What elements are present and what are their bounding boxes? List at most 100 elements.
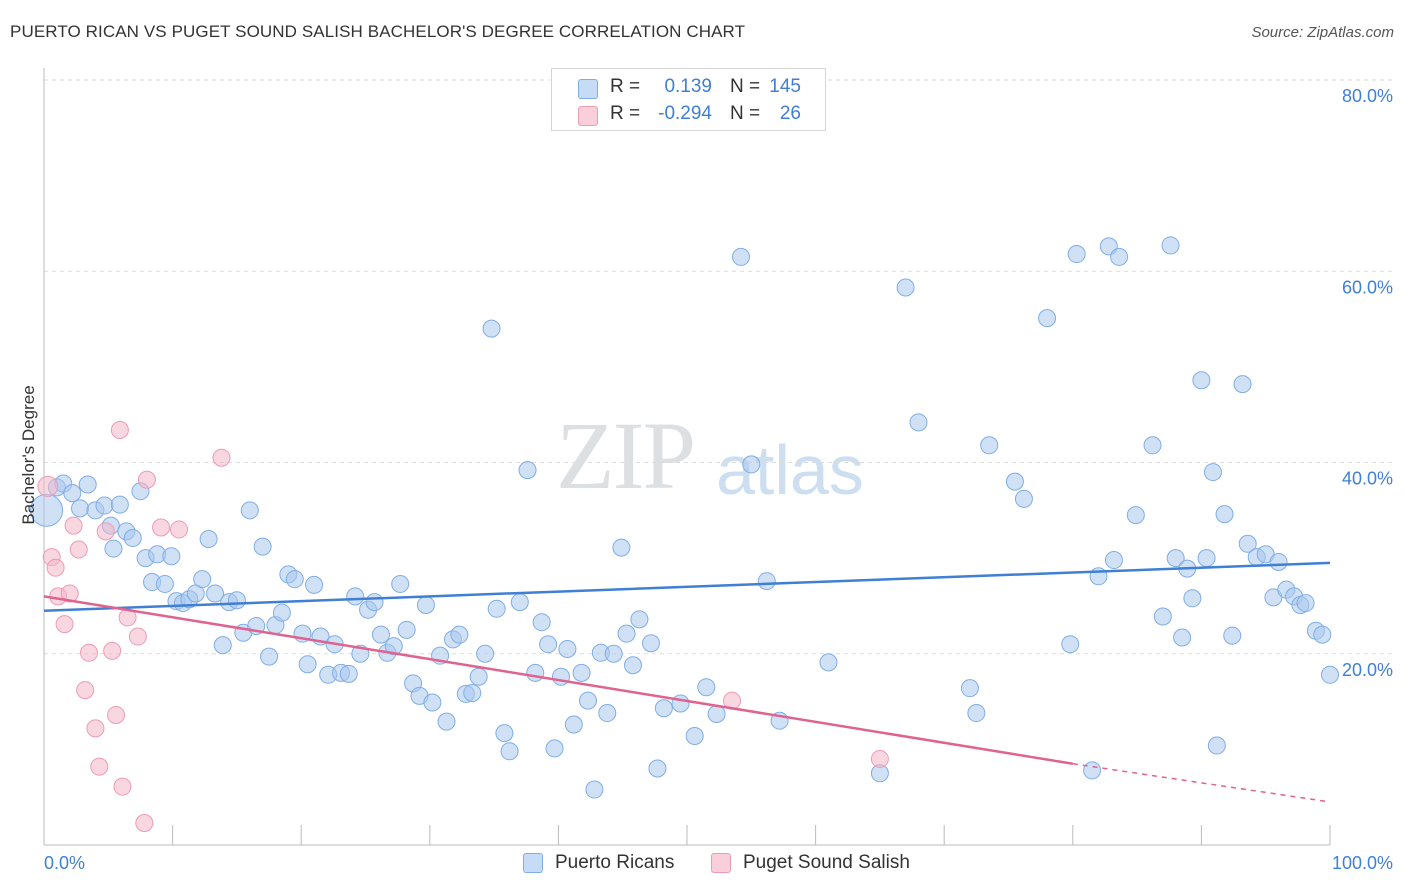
puget-sound-salish-point bbox=[152, 518, 171, 537]
series-puerto-ricans bbox=[30, 236, 1339, 799]
puget-sound-salish-point bbox=[55, 615, 74, 634]
puerto-rican-point bbox=[397, 620, 416, 639]
puerto-rican-point bbox=[384, 637, 403, 656]
y-tick-label: 40.0% bbox=[1342, 469, 1393, 489]
puerto-rican-point bbox=[697, 678, 716, 697]
puerto-rican-point bbox=[510, 593, 529, 612]
puerto-rican-point bbox=[1207, 736, 1226, 755]
puerto-rican-point bbox=[1126, 506, 1145, 525]
y-axis-label: Bachelor's Degree bbox=[19, 385, 38, 524]
puget-sound-salish-point bbox=[90, 757, 109, 776]
puerto-rican-point bbox=[285, 570, 304, 589]
puget-sound-salish-point bbox=[46, 558, 65, 577]
puget-sound-salish-point bbox=[96, 522, 115, 541]
puerto-rican-point bbox=[365, 593, 384, 612]
puget-sound-salish-point bbox=[113, 777, 132, 796]
source-label: Source: ZipAtlas.com bbox=[1251, 24, 1394, 41]
puerto-rican-point bbox=[469, 667, 488, 686]
series-puget-sound-salish bbox=[37, 420, 889, 833]
trend-line-extension bbox=[1072, 762, 1331, 803]
puget-sound-salish-point bbox=[69, 540, 88, 559]
puerto-rican-point bbox=[199, 530, 218, 548]
legend-r-label: R = bbox=[610, 76, 641, 97]
puerto-rican-point bbox=[630, 610, 649, 629]
puerto-rican-point bbox=[1083, 761, 1102, 780]
puerto-rican-point bbox=[742, 455, 761, 474]
puerto-rican-point bbox=[391, 574, 410, 593]
puerto-rican-point bbox=[1005, 472, 1024, 491]
legend-r-label: R = bbox=[610, 103, 641, 124]
puerto-rican-point bbox=[162, 547, 181, 566]
legend-n-value: 145 bbox=[769, 76, 801, 97]
puerto-rican-point bbox=[545, 739, 564, 758]
puerto-rican-point bbox=[648, 759, 667, 778]
puerto-rican-point bbox=[572, 663, 591, 682]
puerto-rican-point bbox=[227, 591, 246, 610]
puerto-rican-point bbox=[260, 647, 279, 666]
puget-sound-salish-point bbox=[137, 470, 156, 489]
puerto-rican-point bbox=[482, 319, 501, 338]
puerto-rican-point bbox=[1104, 551, 1123, 570]
trend-line-puget-sound-salish bbox=[43, 595, 1074, 765]
puerto-rican-point bbox=[1192, 371, 1211, 390]
puerto-rican-point bbox=[1061, 635, 1080, 654]
puerto-rican-point bbox=[623, 656, 642, 675]
puerto-rican-point bbox=[1110, 247, 1129, 266]
puget-sound-salish-point bbox=[103, 641, 122, 660]
puerto-rican-point bbox=[518, 461, 537, 480]
puerto-rican-point bbox=[213, 636, 232, 655]
puerto-rican-point bbox=[495, 724, 514, 743]
puerto-rican-point bbox=[532, 613, 551, 632]
legend-row-puget-sound-salish: R = -0.294 N = 26 bbox=[552, 103, 825, 127]
puerto-rican-point bbox=[896, 278, 915, 297]
puerto-rican-point bbox=[1183, 589, 1202, 608]
puerto-rican-point bbox=[909, 413, 928, 432]
puerto-rican-point bbox=[110, 495, 129, 514]
puerto-rican-point bbox=[641, 634, 660, 653]
puerto-rican-point bbox=[1014, 489, 1033, 508]
puget-sound-salish-point bbox=[170, 520, 189, 539]
puget-sound-salish-point bbox=[64, 516, 83, 535]
legend-label: Puerto Ricans bbox=[555, 852, 675, 873]
watermark-zip: ZIP bbox=[556, 402, 696, 509]
puget-sound-salish-point bbox=[37, 475, 59, 497]
x-tick-label: 100.0% bbox=[1332, 853, 1393, 873]
y-tick-label: 60.0% bbox=[1342, 277, 1393, 297]
puerto-rican-point bbox=[757, 572, 776, 591]
puerto-rican-point bbox=[1233, 375, 1252, 394]
puerto-rican-point bbox=[1215, 505, 1234, 524]
watermark-atlas: atlas bbox=[716, 431, 864, 509]
puerto-rican-point bbox=[450, 625, 469, 644]
legend-swatch-blue bbox=[523, 853, 543, 873]
puerto-rican-point bbox=[95, 496, 114, 515]
puerto-rican-point bbox=[617, 624, 636, 643]
puerto-rican-point bbox=[732, 247, 751, 266]
puerto-rican-point bbox=[1153, 607, 1172, 626]
puerto-rican-point bbox=[1067, 245, 1086, 264]
puerto-rican-point bbox=[63, 484, 82, 503]
puerto-rican-point bbox=[1223, 626, 1242, 645]
puerto-rican-point bbox=[604, 644, 623, 663]
puget-sound-salish-point bbox=[86, 719, 105, 738]
puget-sound-salish-point bbox=[76, 681, 95, 700]
puerto-rican-point bbox=[416, 595, 435, 614]
puerto-rican-point bbox=[253, 537, 272, 556]
puerto-rican-point bbox=[707, 704, 726, 723]
legend-r-value: 0.139 bbox=[664, 76, 712, 97]
puerto-rican-point bbox=[539, 635, 558, 654]
puerto-rican-point bbox=[305, 575, 324, 594]
axes bbox=[43, 68, 1331, 846]
puget-sound-salish-point bbox=[107, 705, 126, 724]
puerto-rican-point bbox=[654, 699, 673, 718]
y-tick-label: 20.0% bbox=[1342, 660, 1393, 680]
puerto-rican-point bbox=[1197, 549, 1216, 568]
puget-sound-salish-point bbox=[128, 627, 147, 646]
puerto-rican-point bbox=[1321, 665, 1339, 684]
puerto-rican-point bbox=[346, 587, 365, 606]
puerto-rican-point bbox=[437, 712, 456, 731]
puerto-rican-point bbox=[500, 742, 519, 761]
puerto-rican-point bbox=[671, 694, 690, 713]
puerto-rican-point bbox=[564, 715, 583, 734]
puget-sound-salish-point bbox=[135, 814, 154, 833]
legend-row-puerto-ricans: R = 0.139 N = 145 bbox=[552, 76, 825, 100]
